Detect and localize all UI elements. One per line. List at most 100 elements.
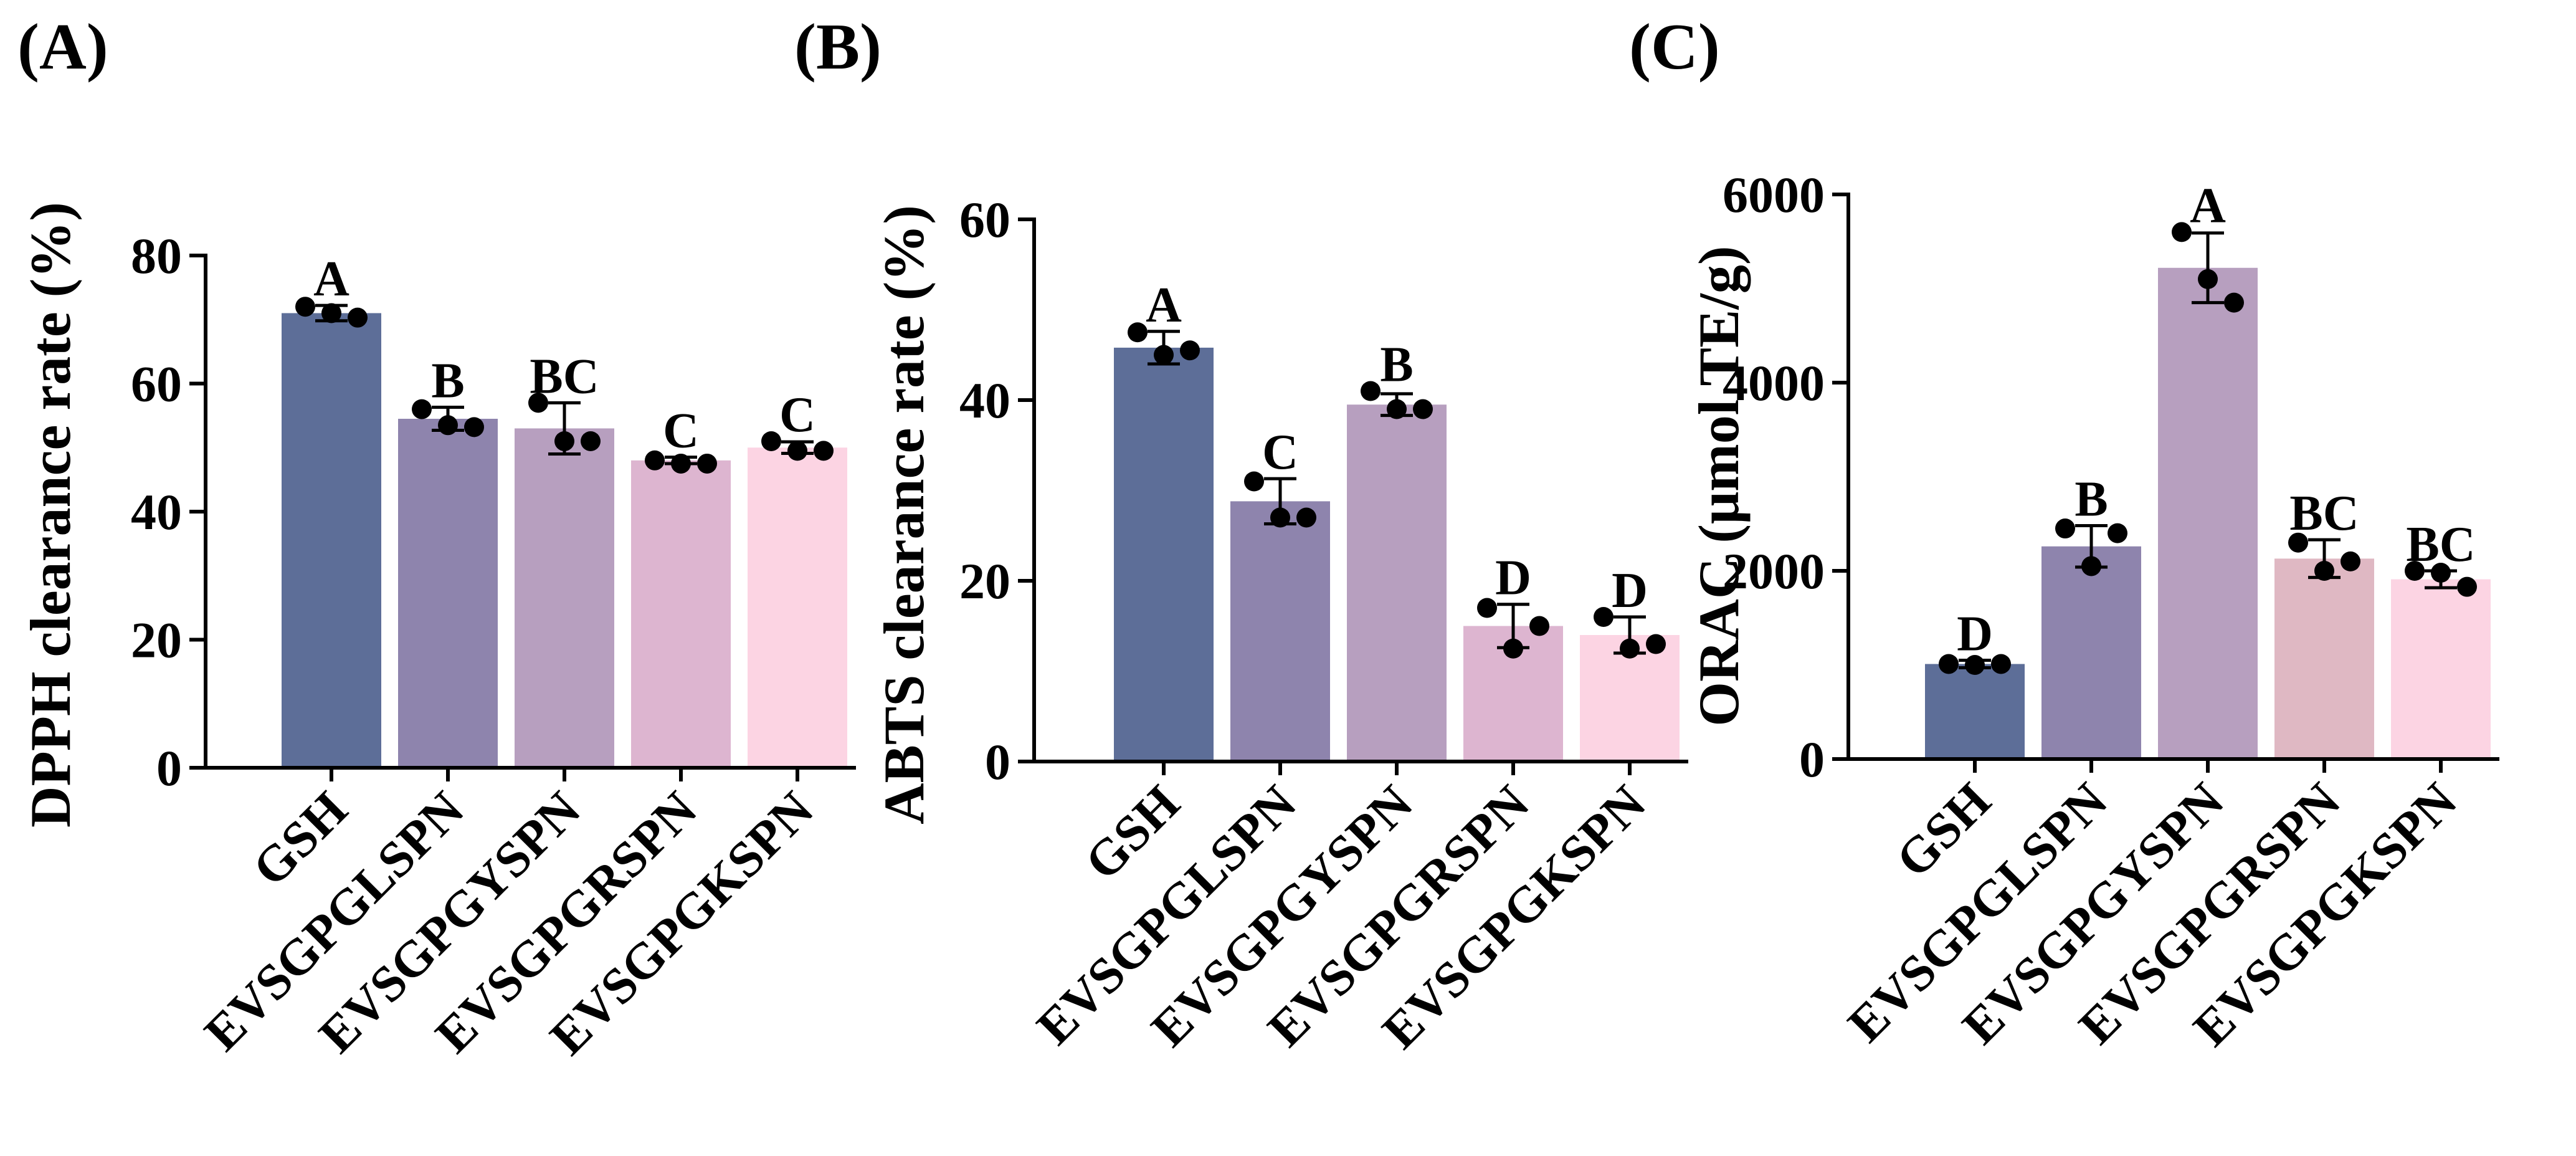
y-tick-label: 60 — [959, 191, 1010, 248]
panel-c-label: (C) — [1629, 10, 1720, 83]
bar-2 — [515, 428, 614, 768]
data-point — [2314, 561, 2334, 581]
panel-a: (A) DPPH clearance rate (%) AB BCC C GSHEV… — [17, 10, 856, 1066]
bar-1 — [2041, 546, 2141, 759]
y-tick-label: 6000 — [1723, 166, 1825, 223]
data-point — [2055, 518, 2075, 539]
data-point — [321, 303, 341, 323]
data-point — [528, 393, 548, 413]
significance-letter-3: D — [1495, 551, 1531, 606]
data-point — [1270, 507, 1290, 528]
significance-letter-4: BC — [2406, 517, 2475, 572]
data-point — [1296, 507, 1316, 528]
significance-letter-0: A — [313, 252, 349, 307]
data-point — [1244, 471, 1264, 492]
y-tick-label: 0 — [156, 740, 182, 796]
significance-letter-1: B — [431, 354, 464, 409]
significance-letter-3: BC — [2289, 486, 2359, 541]
data-point — [2431, 563, 2451, 583]
y-tick-label: 80 — [131, 227, 182, 284]
y-tick-label: 60 — [131, 356, 182, 413]
panel-c-bars: D B A BC BC — [1925, 178, 2491, 759]
data-point — [671, 453, 691, 474]
bar-4 — [2391, 579, 2491, 759]
error-bar-2 — [2192, 231, 2224, 305]
data-point — [2457, 576, 2477, 597]
bar-1 — [1230, 501, 1330, 762]
data-point — [2224, 292, 2244, 313]
data-point — [1939, 654, 1959, 674]
data-point — [581, 431, 601, 451]
panel-a-y-axis-label: DPPH clearance rate (%) — [19, 202, 82, 828]
significance-letter-2: B — [1380, 338, 1413, 393]
data-point — [295, 297, 315, 317]
data-point — [464, 417, 484, 437]
y-tick-label: 4000 — [1723, 355, 1825, 411]
data-point — [1965, 655, 1985, 675]
y-tick-label: 2000 — [1723, 543, 1825, 599]
bar-3 — [2274, 558, 2374, 759]
y-tick-label: 20 — [131, 612, 182, 669]
data-point — [412, 399, 432, 419]
y-tick-label: 0 — [1799, 731, 1825, 788]
data-point — [2405, 561, 2425, 581]
bar-2 — [1347, 404, 1447, 762]
data-point — [814, 441, 834, 461]
data-point — [1646, 634, 1666, 654]
data-point — [1620, 638, 1640, 659]
significance-letter-4: D — [1612, 563, 1648, 618]
y-tick-label: 20 — [959, 553, 1010, 609]
data-point — [1477, 598, 1497, 618]
data-point — [2172, 222, 2192, 242]
data-point — [2288, 532, 2308, 553]
significance-letter-4: C — [779, 388, 815, 442]
significance-letter-2: A — [2190, 178, 2226, 233]
bar-3 — [631, 460, 731, 768]
bar-0 — [1114, 347, 1214, 762]
data-point — [1529, 616, 1549, 636]
data-point — [697, 453, 717, 474]
bar-0 — [282, 313, 381, 768]
y-tick-label: 0 — [985, 733, 1010, 790]
y-tick-label: 40 — [131, 484, 182, 540]
data-point — [1154, 345, 1174, 365]
bar-2 — [2158, 267, 2258, 759]
bar-4 — [748, 447, 847, 768]
significance-letter-1: C — [1262, 425, 1298, 480]
data-point — [1413, 399, 1433, 419]
data-point — [2081, 556, 2101, 576]
data-point — [1991, 654, 2011, 674]
panel-a-label: (A) — [17, 10, 108, 83]
data-point — [787, 441, 807, 461]
data-point — [645, 450, 665, 471]
bar-1 — [398, 419, 498, 768]
panel-c-y-axis-label: ORAC (μmol TE/g) — [1687, 246, 1751, 726]
panel-b-label: (B) — [794, 10, 882, 83]
panel-b-y-axis-label: ABTS clearance rate (%) — [872, 205, 936, 824]
bar-0 — [1925, 664, 2025, 759]
data-point — [554, 431, 574, 451]
y-tick-label: 40 — [959, 372, 1010, 429]
data-point — [348, 307, 368, 328]
data-point — [1503, 638, 1523, 659]
significance-letter-3: C — [663, 404, 699, 459]
data-point — [1128, 322, 1148, 343]
data-point — [1361, 381, 1381, 401]
significance-letter-2: BC — [530, 349, 599, 404]
panel-b-bars: A C B D D — [1114, 278, 1680, 762]
significance-letter-0: D — [1957, 606, 1993, 661]
data-point — [1180, 340, 1200, 361]
panel-a-bars: A B BC C C — [282, 252, 847, 768]
significance-letter-0: A — [1146, 278, 1182, 333]
data-point — [438, 415, 458, 436]
data-point — [2198, 269, 2218, 289]
data-point — [761, 431, 781, 451]
data-point — [1387, 399, 1407, 419]
data-point — [1594, 607, 1614, 627]
data-point — [2341, 551, 2360, 571]
significance-letter-1: B — [2075, 472, 2108, 527]
data-point — [2108, 523, 2127, 543]
